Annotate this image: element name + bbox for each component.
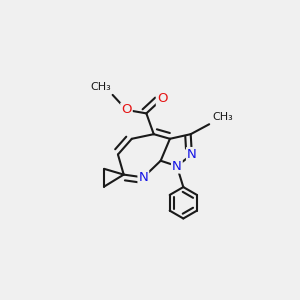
Text: O: O: [157, 92, 167, 105]
Text: N: N: [187, 148, 197, 161]
Text: O: O: [121, 103, 132, 116]
Text: CH₃: CH₃: [213, 112, 233, 122]
Text: CH₃: CH₃: [90, 82, 111, 92]
Text: N: N: [139, 171, 148, 184]
Text: N: N: [172, 160, 182, 172]
